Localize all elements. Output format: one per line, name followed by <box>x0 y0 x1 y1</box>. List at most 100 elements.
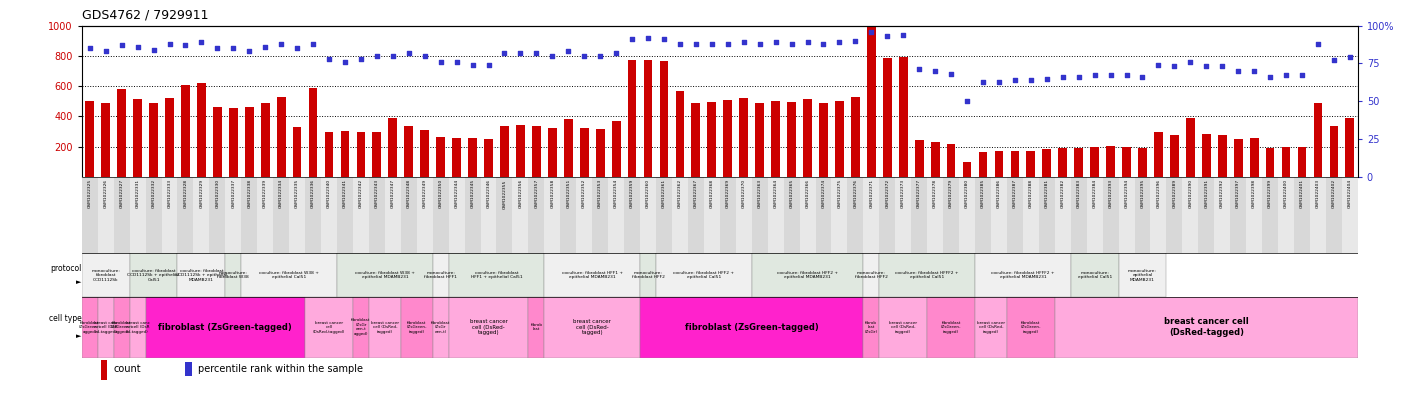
Point <box>1338 54 1361 61</box>
Bar <box>771 101 780 177</box>
Point <box>1227 68 1249 74</box>
Text: GSM1022335: GSM1022335 <box>295 179 299 208</box>
Point <box>493 50 516 56</box>
Point <box>572 53 595 59</box>
Bar <box>82 297 97 358</box>
Bar <box>640 253 656 297</box>
Point <box>764 39 787 45</box>
Text: GSM1022352: GSM1022352 <box>582 179 587 208</box>
Point <box>701 40 723 47</box>
Bar <box>86 101 94 177</box>
Text: breast cancer
cell (DsRed-
tagged): breast cancer cell (DsRed- tagged) <box>371 321 399 334</box>
Bar <box>991 177 1007 253</box>
Text: coculture: fibroblast
CCD1112Sk + epithelial
MDAMB231: coculture: fibroblast CCD1112Sk + epithe… <box>175 268 227 282</box>
Text: breast cancer
cell (DsRed-
tagged): breast cancer cell (DsRed- tagged) <box>574 319 611 336</box>
Bar <box>261 103 269 177</box>
Point <box>334 59 357 65</box>
Bar <box>943 177 959 253</box>
Text: GSM1022331: GSM1022331 <box>135 179 140 208</box>
Bar <box>1246 177 1262 253</box>
Bar <box>976 253 1070 297</box>
Text: GSM1022375: GSM1022375 <box>838 179 842 208</box>
Bar <box>369 297 400 358</box>
Text: GSM1022334: GSM1022334 <box>279 179 283 208</box>
Bar <box>643 60 653 177</box>
Text: GSM1022364: GSM1022364 <box>774 179 778 208</box>
Bar <box>420 130 429 177</box>
Bar <box>82 253 130 297</box>
Point <box>94 48 117 54</box>
Bar <box>274 177 289 253</box>
Bar <box>895 177 911 253</box>
Text: monoculture:
fibroblast
CCD1112Sk: monoculture: fibroblast CCD1112Sk <box>92 268 120 282</box>
Bar <box>186 362 192 376</box>
Bar <box>819 103 828 177</box>
Bar <box>767 177 784 253</box>
Point <box>446 59 468 65</box>
Bar <box>640 297 863 358</box>
Bar <box>1282 147 1290 177</box>
Text: monoculture:
fibroblast HFF2: monoculture: fibroblast HFF2 <box>854 271 888 279</box>
Bar <box>1070 253 1118 297</box>
Bar <box>228 108 238 177</box>
Bar <box>1151 177 1166 253</box>
Bar <box>627 61 636 177</box>
Text: GSM1022338: GSM1022338 <box>247 179 251 208</box>
Text: monoculture:
epithelial Cal51: monoculture: epithelial Cal51 <box>1077 271 1111 279</box>
Bar <box>352 297 369 358</box>
Bar <box>102 360 107 380</box>
Bar <box>324 132 333 177</box>
Bar <box>863 297 880 358</box>
Bar <box>548 128 557 177</box>
Point <box>1275 72 1297 79</box>
Bar <box>289 177 305 253</box>
Text: fibroblast
(ZsGreen-
tagged): fibroblast (ZsGreen- tagged) <box>940 321 962 334</box>
Text: GSM1022358: GSM1022358 <box>550 179 554 208</box>
Text: GSM1022381: GSM1022381 <box>1045 179 1049 208</box>
Bar <box>1007 177 1022 253</box>
Bar <box>481 177 496 253</box>
Bar <box>915 140 924 177</box>
Bar <box>863 177 880 253</box>
Bar <box>516 125 525 177</box>
Bar <box>544 177 560 253</box>
Point <box>430 59 453 65</box>
Text: GSM1022378: GSM1022378 <box>933 179 938 208</box>
Bar <box>213 107 221 177</box>
Bar <box>560 177 577 253</box>
Bar <box>337 253 433 297</box>
Bar <box>1055 297 1358 358</box>
Text: coculture: fibroblast
CCD1112Sk + epithelial
Cal51: coculture: fibroblast CCD1112Sk + epithe… <box>127 268 179 282</box>
Bar <box>529 177 544 253</box>
Text: GSM1022363: GSM1022363 <box>757 179 761 208</box>
Text: breast canc
er cell (DsR
ed-tagged): breast canc er cell (DsR ed-tagged) <box>125 321 149 334</box>
Bar <box>976 177 991 253</box>
Text: coculture: fibroblast HFFF2 +
epithelial Cal51: coculture: fibroblast HFFF2 + epithelial… <box>895 271 959 279</box>
Bar <box>1138 148 1146 177</box>
Bar <box>114 297 130 358</box>
Bar <box>257 177 274 253</box>
Bar <box>880 253 976 297</box>
Text: GSM1022397: GSM1022397 <box>1237 179 1241 208</box>
Point <box>1083 72 1105 79</box>
Bar <box>592 177 608 253</box>
Bar <box>963 162 971 177</box>
Text: GSM1022327: GSM1022327 <box>120 179 124 208</box>
Bar <box>448 177 465 253</box>
Bar <box>1055 177 1070 253</box>
Text: GSM1022351: GSM1022351 <box>567 179 570 208</box>
Bar <box>1042 149 1052 177</box>
Bar <box>1345 118 1354 177</box>
Bar <box>564 119 572 177</box>
Bar <box>835 101 843 177</box>
Bar <box>612 121 620 177</box>
Text: breast cancer
cell (DsRed-
tagged): breast cancer cell (DsRed- tagged) <box>890 321 918 334</box>
Text: GSM1022356: GSM1022356 <box>519 179 523 208</box>
Bar <box>484 139 494 177</box>
Bar <box>165 98 173 177</box>
Bar <box>145 177 162 253</box>
Text: GSM1022394: GSM1022394 <box>1125 179 1128 208</box>
Bar <box>736 177 752 253</box>
Bar <box>197 83 206 177</box>
Point <box>365 53 388 59</box>
